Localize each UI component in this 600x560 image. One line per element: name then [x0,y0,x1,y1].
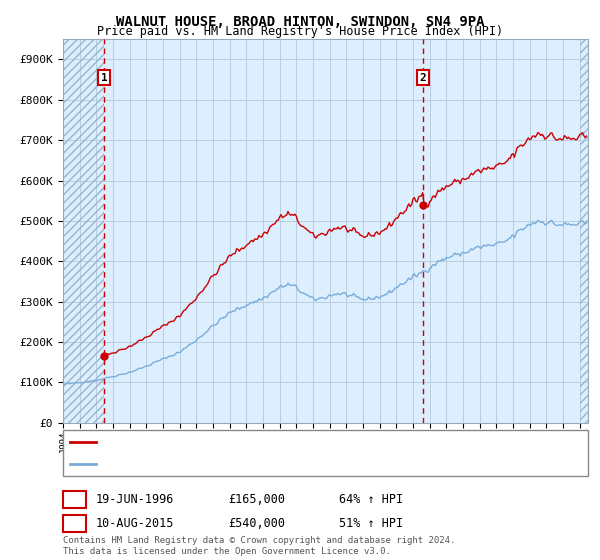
Text: £165,000: £165,000 [228,493,285,506]
Text: WALNUT HOUSE, BROAD HINTON, SWINDON, SN4 9PA: WALNUT HOUSE, BROAD HINTON, SWINDON, SN4… [116,15,484,29]
Text: 1: 1 [71,493,78,506]
Text: 2: 2 [420,73,427,82]
Text: Price paid vs. HM Land Registry's House Price Index (HPI): Price paid vs. HM Land Registry's House … [97,25,503,38]
Text: 10-AUG-2015: 10-AUG-2015 [96,517,175,530]
Text: £540,000: £540,000 [228,517,285,530]
Text: HPI: Average price, detached house, Wiltshire: HPI: Average price, detached house, Wilt… [100,459,365,469]
Text: 51% ↑ HPI: 51% ↑ HPI [339,517,403,530]
Bar [63,39,104,423]
Bar [580,39,588,423]
Text: 1: 1 [101,73,107,82]
Text: Contains HM Land Registry data © Crown copyright and database right 2024.
This d: Contains HM Land Registry data © Crown c… [63,536,455,556]
Bar [63,39,104,423]
Text: 64% ↑ HPI: 64% ↑ HPI [339,493,403,506]
Text: 2: 2 [71,517,78,530]
Text: WALNUT HOUSE, BROAD HINTON, SWINDON, SN4 9PA (detached house): WALNUT HOUSE, BROAD HINTON, SWINDON, SN4… [100,437,458,447]
Bar [580,39,588,423]
Text: 19-JUN-1996: 19-JUN-1996 [96,493,175,506]
